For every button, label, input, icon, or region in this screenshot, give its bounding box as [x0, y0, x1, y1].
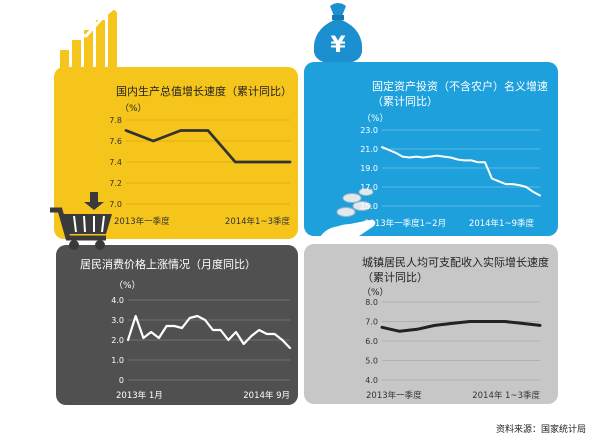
y-tick-label: 7.8 — [109, 116, 122, 125]
x-axis-label: 2014年1~3季度 — [225, 216, 291, 227]
cpi-line-chart: 4.0 3.0 2.0 1.0 0 2013年 1月 2014年 9月 — [111, 296, 292, 401]
y-tick-label: 23.0 — [360, 126, 378, 135]
x-axis-label: 2014年1~9季度 — [469, 218, 535, 229]
y-tick-label: 15.0 — [360, 202, 378, 211]
series-line — [381, 146, 541, 197]
y-tick-label: 7.2 — [109, 179, 122, 188]
investment-title: 固定资产投资（不含农户）名义增速（累计同比） — [372, 80, 548, 108]
y-tick-label: 7.0 — [109, 200, 122, 209]
y-tick-label: 8.0 — [365, 298, 378, 307]
y-tick-label: 3.0 — [111, 316, 124, 325]
gdp-line-chart: 7.8 7.6 7.4 7.2 7.0 2013年一季度 2014年1~3季度 — [109, 116, 292, 227]
x-axis-label: 2014年 1~3季度 — [472, 390, 540, 401]
y-tick-label: 4.0 — [365, 376, 378, 385]
income-line-chart: 8.0 7.0 6.0 5.0 4.0 2013年一季度 2014年 1~3季度 — [365, 298, 542, 401]
x-axis-label: 2013年 1月 — [116, 390, 163, 401]
y-tick-label: 1.0 — [111, 356, 124, 365]
y-tick-label: 17.0 — [360, 183, 378, 192]
y-tick-label: 7.4 — [109, 158, 122, 167]
y-tick-label: 7.6 — [109, 137, 122, 146]
y-tick-label: 0 — [119, 376, 124, 385]
investment-line-chart: 23.0 21.0 19.0 17.0 15.0 2013年一季度1~2月 2014年1~9… — [360, 126, 541, 229]
income-unit: （%） — [362, 288, 389, 298]
hand-coins-icon — [314, 188, 376, 244]
y-tick-label: 2.0 — [111, 336, 124, 345]
money-bag-yen-icon: ¥ — [313, 3, 363, 64]
y-tick-label: 5.0 — [365, 357, 378, 366]
panel-cpi — [56, 245, 298, 405]
y-tick-label: 7.0 — [365, 318, 378, 327]
source-note: 资料来源：国家统计局 — [495, 425, 586, 435]
investment-unit: （%） — [362, 114, 389, 124]
x-axis-label: 2013年一季度 — [366, 390, 422, 401]
cpi-title: 居民消费价格上涨情况（月度同比） — [80, 258, 256, 271]
panel-gdp — [54, 67, 298, 239]
series-line — [124, 129, 292, 164]
x-axis-label: 2013年一季度1~2月 — [364, 218, 446, 229]
y-tick-label: 19.0 — [360, 164, 378, 173]
x-axis-label: 2014年 9月 — [243, 390, 290, 401]
gdp-title: 国内生产总值增长速度（累计同比） — [116, 85, 292, 98]
x-axis-label: 2013年一季度 — [114, 216, 170, 227]
y-tick-label: 21.0 — [360, 145, 378, 154]
cpi-unit: （%） — [114, 281, 141, 291]
series-line — [126, 314, 292, 350]
y-tick-label: 4.0 — [111, 296, 124, 305]
bag-symbol: ¥ — [330, 33, 346, 58]
bar-chart-growth-icon — [57, 4, 120, 72]
income-title: 城镇居民人均可支配收入实际增长速度（累计同比） — [362, 256, 549, 284]
series-line — [380, 320, 542, 333]
gdp-unit: （%） — [120, 104, 147, 114]
shopping-cart-icon — [50, 192, 112, 250]
y-tick-label: 6.0 — [365, 337, 378, 346]
